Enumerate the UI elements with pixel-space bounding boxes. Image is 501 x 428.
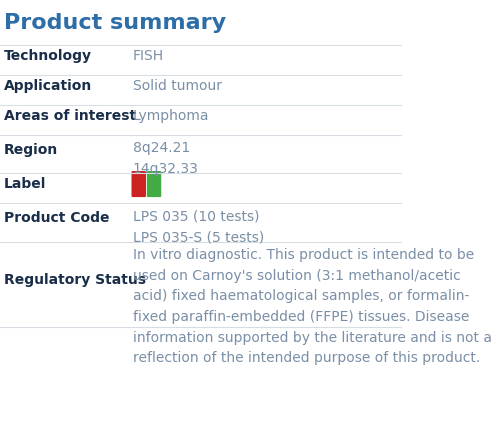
Text: FISH: FISH	[133, 49, 164, 62]
Text: Product summary: Product summary	[4, 13, 226, 33]
Text: In vitro diagnostic. This product is intended to be
used on Carnoy's solution (3: In vitro diagnostic. This product is int…	[133, 248, 491, 365]
Text: Areas of interest: Areas of interest	[4, 109, 136, 122]
Text: Region: Region	[4, 143, 58, 157]
Text: Application: Application	[4, 79, 92, 92]
Text: LPS 035 (10 tests)
LPS 035-S (5 tests): LPS 035 (10 tests) LPS 035-S (5 tests)	[133, 210, 264, 244]
Text: Label: Label	[4, 177, 47, 191]
Text: Solid tumour: Solid tumour	[133, 79, 222, 92]
FancyBboxPatch shape	[131, 171, 146, 197]
Text: Technology: Technology	[4, 49, 92, 62]
FancyBboxPatch shape	[147, 171, 161, 197]
Text: Product Code: Product Code	[4, 211, 110, 225]
Text: 8q24.21
14q32.33: 8q24.21 14q32.33	[133, 141, 198, 176]
Text: Lymphoma: Lymphoma	[133, 109, 209, 122]
Text: Regulatory Status: Regulatory Status	[4, 273, 146, 287]
